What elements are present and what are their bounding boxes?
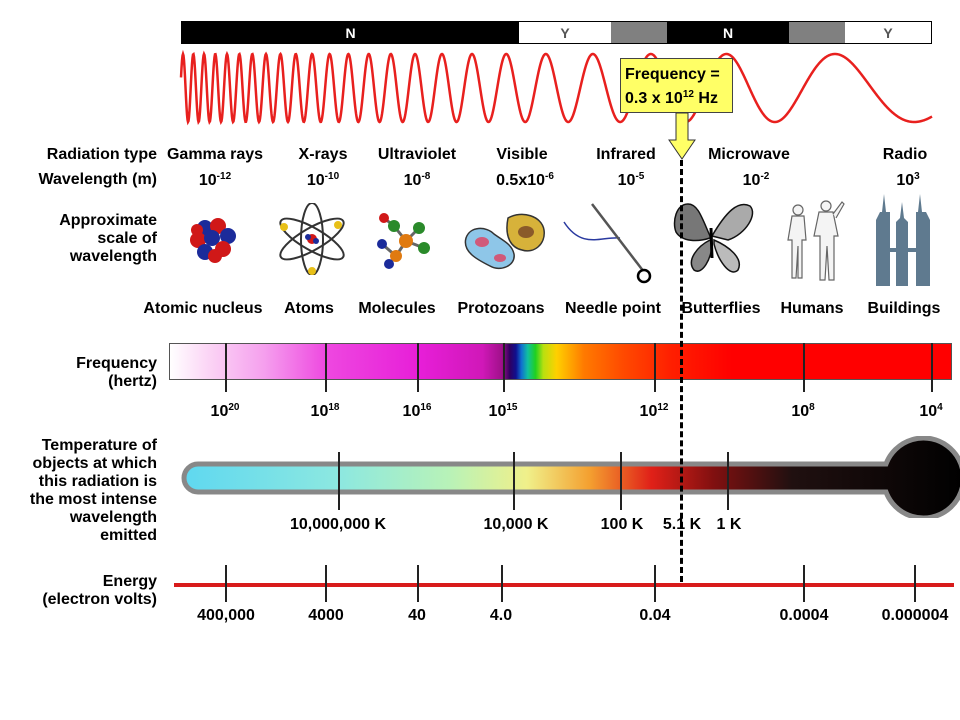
energy-tick-label: 0.04 — [639, 607, 671, 624]
frequency-tick — [931, 343, 933, 392]
atmo-label: Y — [883, 24, 893, 41]
frequency-tick-label: 1020 — [210, 402, 240, 421]
wave-line — [179, 49, 933, 126]
radiation-type-uv: Ultraviolet — [377, 146, 457, 163]
frequency-tick-label: 1012 — [639, 402, 669, 421]
wavelength-value: 10-5 — [617, 171, 645, 190]
energy-tick — [225, 565, 227, 602]
molecule-icon — [377, 213, 430, 269]
callout-line-1: Frequency = — [625, 66, 720, 83]
atmo-label: N — [345, 24, 356, 41]
humans-icon — [787, 200, 845, 281]
energy-tick-label: 400,000 — [197, 607, 255, 624]
energy-tick-label: 0.000004 — [881, 607, 949, 624]
wavelength-label: Wavelength (m) — [38, 171, 157, 188]
wavelength-value: 0.5x10-6 — [496, 171, 554, 190]
radiation-type-radio: Radio — [882, 146, 928, 163]
scale-object-atoms: Atoms — [284, 300, 334, 317]
wavelength-value: 103 — [896, 171, 920, 190]
frequency-tick-label: 104 — [919, 402, 943, 421]
temperature-tick — [727, 452, 729, 510]
temperature-tick — [513, 452, 515, 510]
scale-object-butterflies: Butterflies — [681, 300, 761, 317]
buildings-icon — [876, 194, 930, 286]
frequency-tick-label: 1018 — [310, 402, 340, 421]
energy-tick — [417, 565, 419, 602]
atmo-segment-opaque: N — [182, 22, 519, 43]
frequency-tick — [417, 343, 419, 392]
energy-tick — [501, 565, 503, 602]
radiation-type-microwave: Microwave — [708, 146, 790, 163]
energy-tick-label: 0.0004 — [779, 607, 829, 624]
scale-object-humans: Humans — [780, 300, 844, 317]
atmo-label: Y — [560, 24, 570, 41]
radiation-type-gamma: Gamma rays — [166, 146, 264, 163]
scale-object-buildings: Buildings — [867, 300, 941, 317]
frequency-marker-dashed-line — [680, 160, 683, 582]
energy-tick — [325, 565, 327, 602]
frequency-tick-label: 1016 — [402, 402, 432, 421]
energy-tick-label: 4000 — [308, 607, 344, 624]
radiation-type-label: Radiation type — [46, 146, 157, 163]
atmo-segment-opaque: N — [667, 22, 789, 43]
temperature-tick-label: 100 K — [600, 516, 644, 533]
atmo-segment-transparent: Y — [519, 22, 611, 43]
thermometer-graphic — [181, 436, 960, 518]
temperature-tick-label: 10,000 K — [483, 516, 549, 533]
wavelength-value: 10-2 — [742, 171, 770, 190]
radiation-type-infrared: Infrared — [596, 146, 656, 163]
wavelength-value: 10-8 — [403, 171, 431, 190]
butterfly-icon — [673, 203, 754, 273]
temperature-label: Temperature of objects at which this radia… — [29, 437, 157, 544]
temperature-tick-label: 10,000,000 K — [289, 516, 387, 533]
frequency-tick — [503, 343, 505, 392]
frequency-label: Frequency (hertz) — [76, 355, 157, 390]
scale-object-protozoans: Protozoans — [457, 300, 545, 317]
protozoa-icon — [464, 213, 545, 270]
temperature-tick — [620, 452, 622, 510]
frequency-tick — [803, 343, 805, 392]
callout-arrow-icon — [668, 112, 696, 160]
atomic-nucleus-icon — [190, 218, 236, 263]
frequency-tick — [325, 343, 327, 392]
atmo-segment-partial — [611, 22, 667, 43]
radiation-type-visible: Visible — [496, 146, 548, 163]
energy-tick-label: 40 — [408, 607, 426, 624]
frequency-tick — [654, 343, 656, 392]
energy-tick-label: 4.0 — [489, 607, 513, 624]
energy-tick — [654, 565, 656, 602]
energy-label: Energy (electron volts) — [42, 573, 157, 608]
atmosphere-transparency-bar: N Y N Y — [181, 21, 932, 44]
frequency-tick-label: 1015 — [488, 402, 518, 421]
frequency-callout: Frequency = 0.3 x 1012 Hz — [620, 58, 733, 113]
callout-line-2: 0.3 x 1012 Hz — [625, 89, 718, 108]
frequency-tick-label: 108 — [791, 402, 815, 421]
scale-object-molecules: Molecules — [358, 300, 436, 317]
frequency-color-bar — [169, 343, 952, 380]
energy-tick — [914, 565, 916, 602]
frequency-tick — [225, 343, 227, 392]
atmo-label: N — [722, 24, 734, 41]
scale-object-needle-point: Needle point — [564, 300, 662, 317]
needle-icon — [563, 203, 652, 284]
atmo-segment-transparent: Y — [845, 22, 931, 43]
scale-label: Approximate scale of wavelength — [59, 212, 157, 265]
wavelength-value: 10-10 — [306, 171, 340, 190]
scale-object-atomic-nucleus: Atomic nucleus — [143, 300, 263, 317]
temperature-tick — [338, 452, 340, 510]
energy-tick — [803, 565, 805, 602]
wave-graphic — [179, 49, 933, 126]
temperature-tick-label: 1 K — [716, 516, 742, 533]
energy-line — [174, 583, 954, 587]
atom-icon — [279, 203, 345, 275]
wavelength-value: 10-12 — [198, 171, 232, 190]
radiation-type-xray: X-rays — [298, 146, 348, 163]
atmo-segment-partial — [789, 22, 845, 43]
